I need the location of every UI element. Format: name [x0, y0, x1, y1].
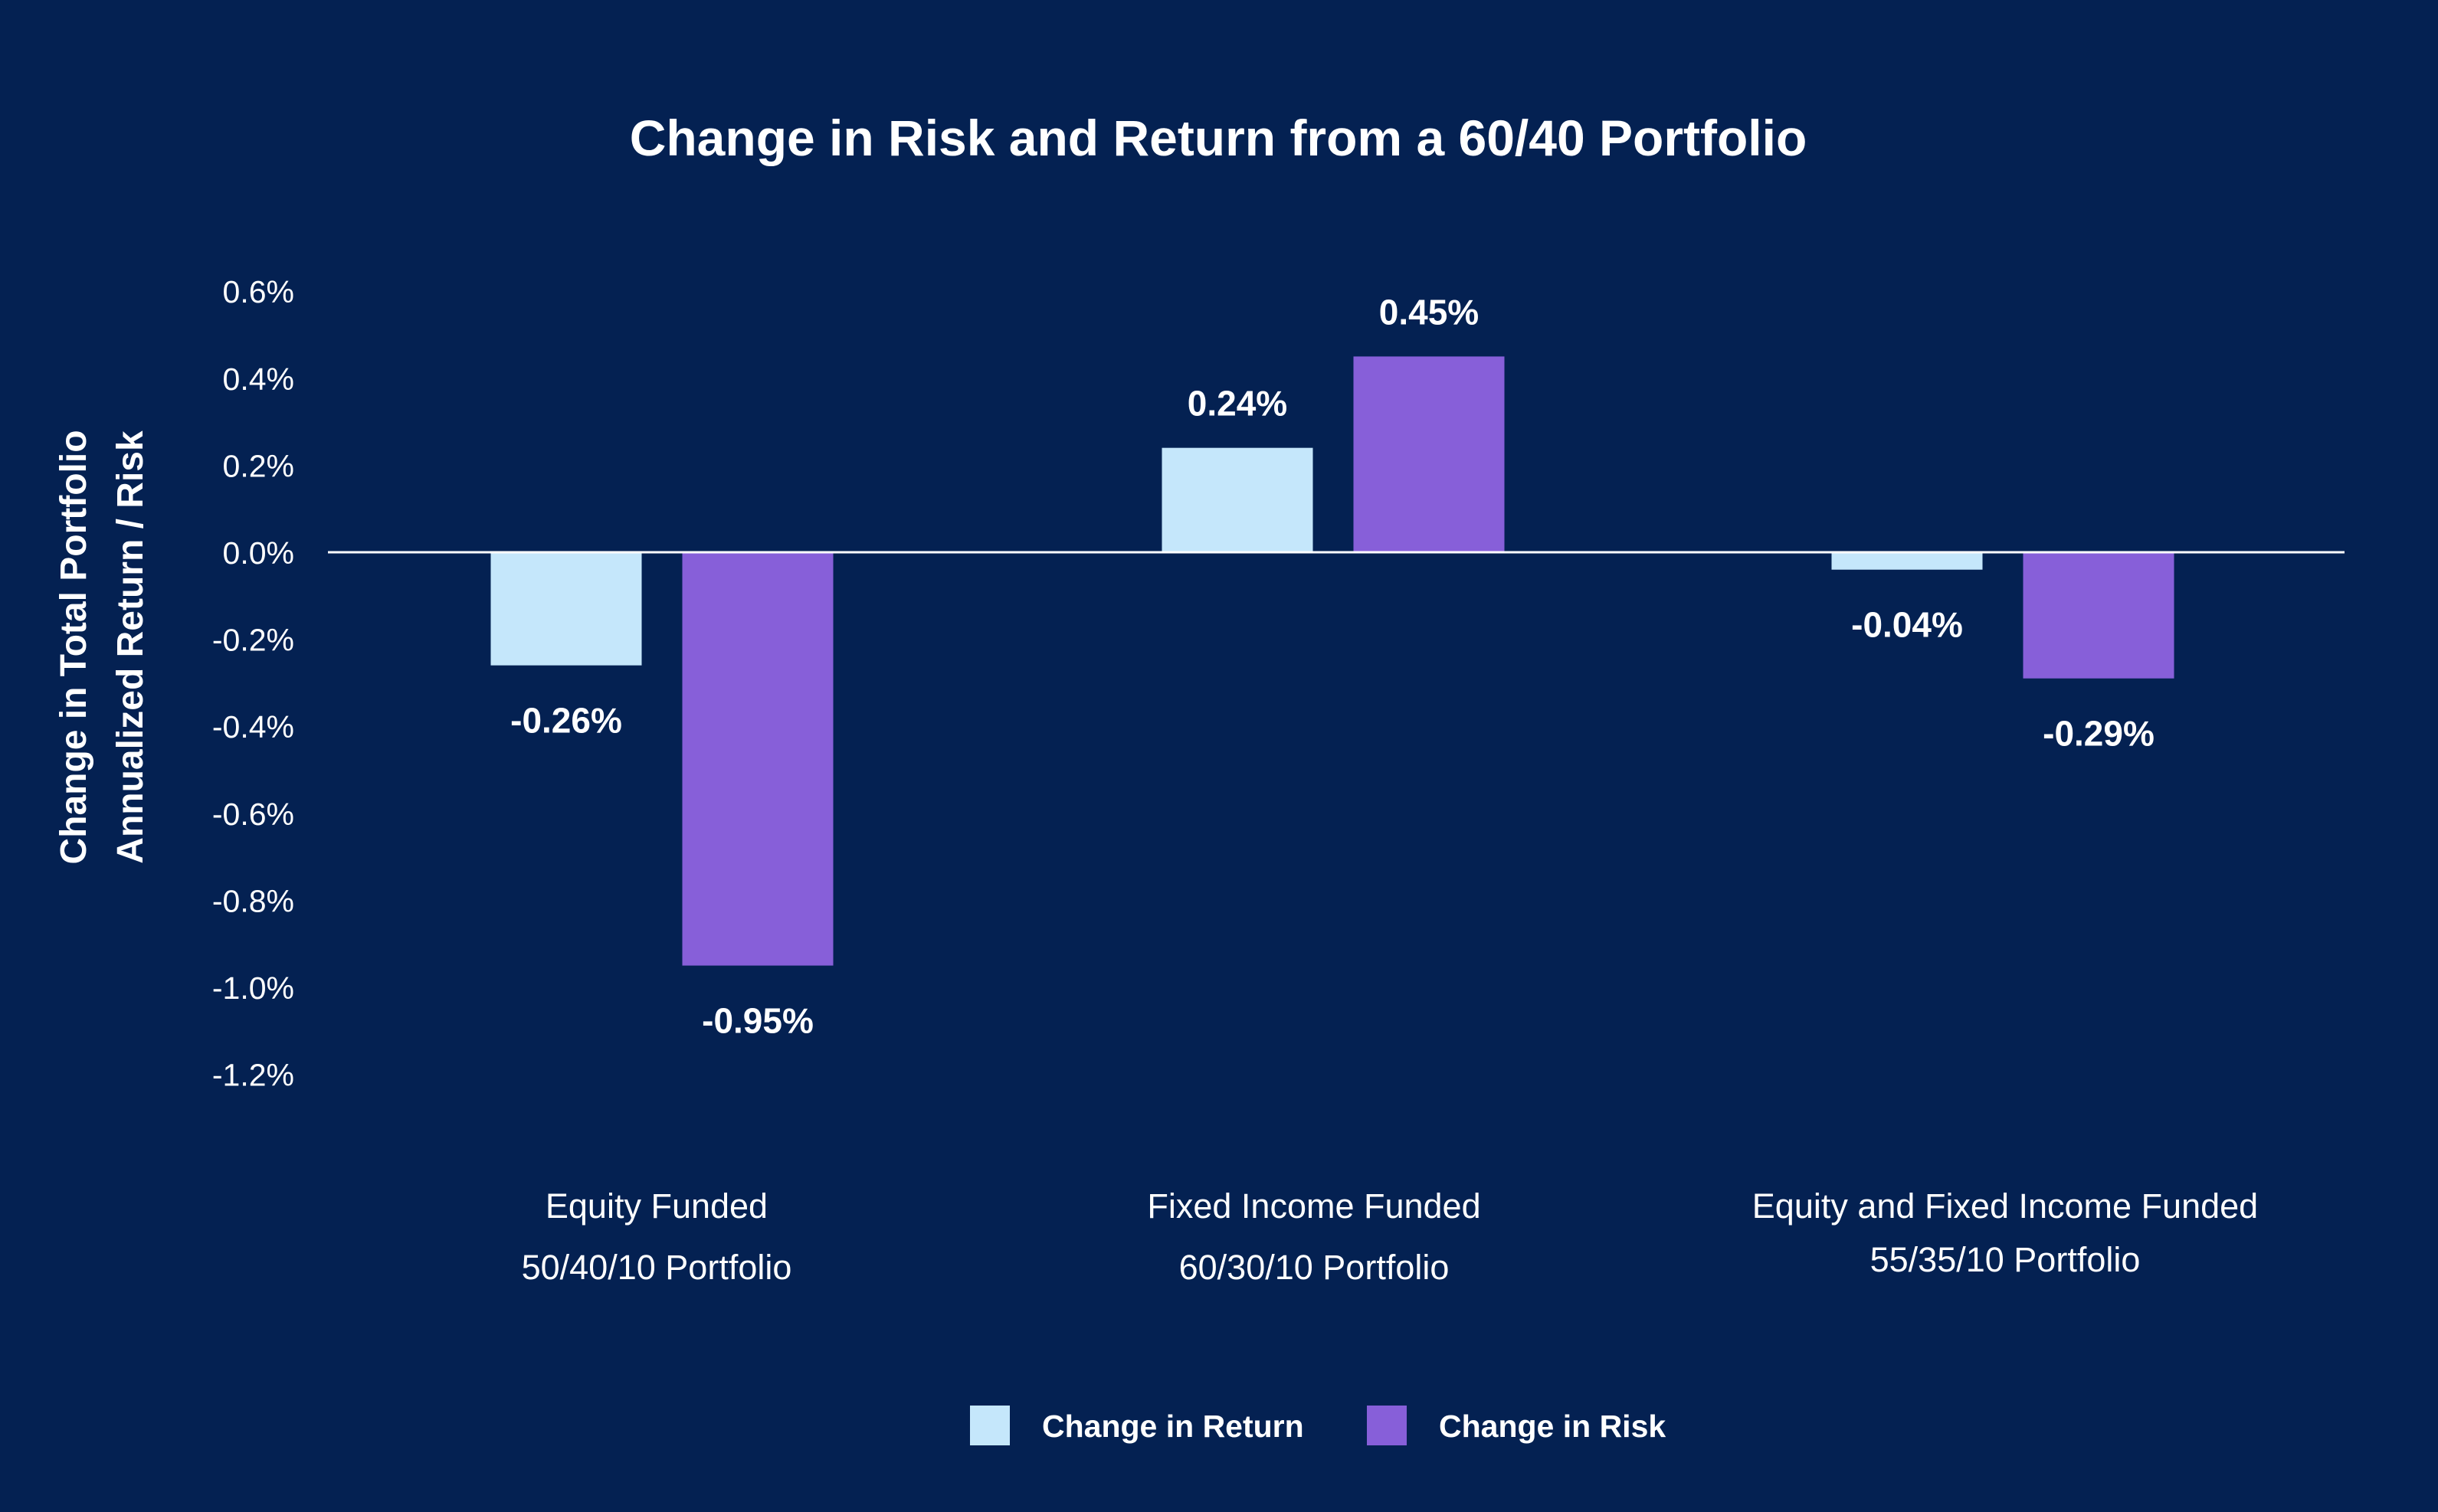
bar-value-labels: -0.26% 0.24% -0.04% -0.95% 0.45% -0.29%: [510, 292, 2155, 1040]
risk-bar: [682, 552, 834, 966]
category-label-line-2: 55/35/10 Portfolio: [1870, 1240, 2141, 1279]
y-tick-label: -0.8%: [212, 883, 294, 918]
y-axis-label-line-2: Annualized Return / Risk: [110, 430, 151, 864]
y-tick-label: 0.0%: [223, 535, 294, 571]
return-bar: [1162, 447, 1313, 552]
risk-bar: [1353, 356, 1505, 552]
y-tick-label: -1.2%: [212, 1058, 294, 1093]
legend-swatch-return: [970, 1406, 1010, 1445]
risk-bar: [2023, 552, 2174, 679]
y-tick-label: -0.6%: [212, 797, 294, 832]
y-tick-label: -1.0%: [212, 970, 294, 1006]
legend: Change in Return Change in Risk: [970, 1406, 1666, 1445]
category-label-line-1: Equity and Fixed Income Funded: [1752, 1186, 2258, 1226]
y-tick-label: -0.2%: [212, 623, 294, 658]
return-value-label: -0.04%: [1851, 605, 1963, 645]
return-value-label: 0.24%: [1188, 384, 1287, 424]
y-axis-ticks: 0.6% 0.4% 0.2% 0.0% -0.2% -0.4% -0.6% -0.8% -1.0…: [212, 274, 294, 1092]
y-tick-label: 0.2%: [223, 448, 294, 483]
legend-label-risk: Change in Risk: [1439, 1409, 1666, 1444]
legend-label-return: Change in Return: [1042, 1409, 1304, 1444]
risk-value-label: -0.29%: [2043, 714, 2155, 754]
category-label-line-1: Fixed Income Funded: [1147, 1186, 1480, 1226]
category-label-line-2: 50/40/10 Portfolio: [522, 1248, 792, 1287]
y-tick-label: 0.4%: [223, 362, 294, 397]
risk-value-label: -0.95%: [702, 1001, 814, 1041]
category-label-line-2: 60/30/10 Portfolio: [1179, 1248, 1450, 1287]
return-bar: [490, 552, 642, 666]
return-value-label: -0.26%: [510, 701, 622, 741]
bars: [490, 356, 2174, 966]
chart-title: Change in Risk and Return from a 60/40 P…: [630, 110, 1807, 166]
return-bar: [1831, 552, 1983, 570]
y-axis-label-line-1: Change in Total Portfolio: [54, 430, 94, 864]
y-tick-label: -0.4%: [212, 709, 294, 745]
y-tick-label: 0.6%: [223, 274, 294, 309]
risk-value-label: 0.45%: [1379, 292, 1479, 332]
legend-swatch-risk: [1367, 1406, 1407, 1445]
x-axis-categories: Equity Funded 50/40/10 Portfolio Fixed Inc…: [522, 1186, 2259, 1287]
category-label-line-1: Equity Funded: [546, 1186, 768, 1226]
y-axis-label: Change in Total Portfolio Annualized Ret…: [54, 430, 151, 864]
